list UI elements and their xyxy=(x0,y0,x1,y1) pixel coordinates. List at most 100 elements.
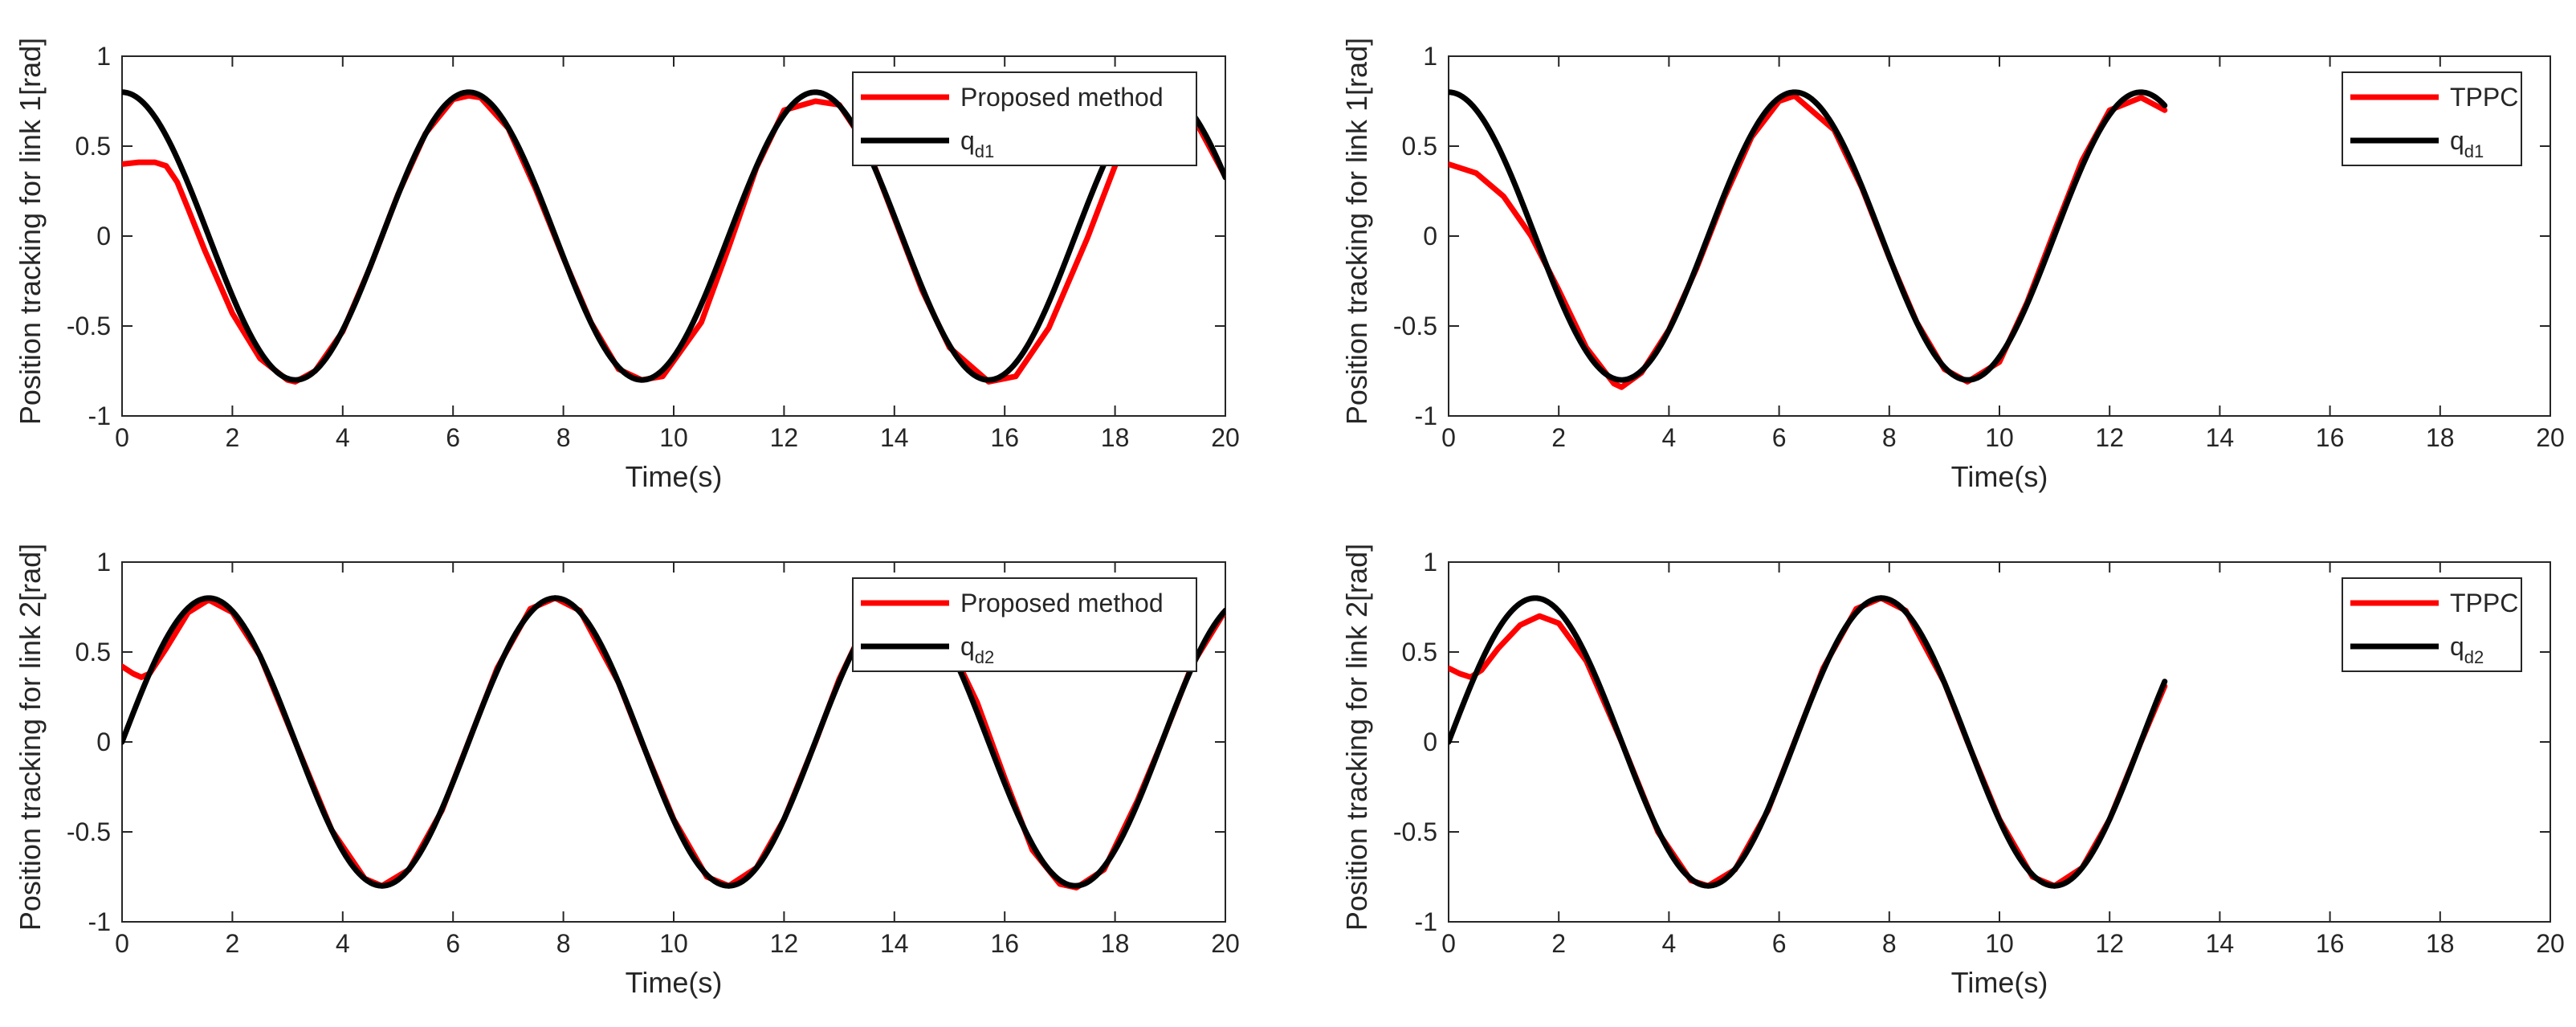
legend-box xyxy=(2342,71,2522,166)
y-tick-label: 1 xyxy=(1423,548,1437,577)
y-axis-label: Position tracking for link 1[rad] xyxy=(14,38,47,425)
series-group xyxy=(122,89,1225,385)
series-group xyxy=(1449,595,2168,889)
x-tick-label: 20 xyxy=(2536,423,2565,452)
y-tick-label: -0.5 xyxy=(1393,817,1437,846)
x-axis-label: Time(s) xyxy=(1951,460,2048,493)
x-tick-label: 10 xyxy=(659,929,688,958)
legend: TPPC qd2 xyxy=(2342,577,2522,672)
y-tick-label: 0.5 xyxy=(75,132,111,161)
y-axis-label: Position tracking for link 2[rad] xyxy=(14,544,47,931)
y-tick-label: -1 xyxy=(1415,907,1437,936)
chart-panel-bottom-left: 0 2 4 6 8 10 12 14 16 18 20 -1 -0.5 0 0.5 1 Time(s) Posit… xyxy=(14,544,1240,999)
x-tick-label: 0 xyxy=(1441,423,1456,452)
legend-entry-main: q xyxy=(960,632,975,661)
legend-entry-main: TPPC xyxy=(2450,83,2518,112)
x-tick-label: 16 xyxy=(990,423,1019,452)
x-tick-label: 12 xyxy=(770,423,799,452)
x-tick-label: 8 xyxy=(1882,929,1897,958)
legend-entry-main: Proposed method xyxy=(960,589,1164,617)
y-tick-label: 0.5 xyxy=(75,638,111,666)
x-tick-label: 4 xyxy=(1662,929,1677,958)
y-tick-label: -0.5 xyxy=(67,817,111,846)
y-tick-label: -1 xyxy=(88,401,111,430)
x-tick-label: 6 xyxy=(1772,929,1787,958)
x-tick-label: 6 xyxy=(446,423,460,452)
chart-panel-top-left: 0 2 4 6 8 10 12 14 16 18 20 -1 -0.5 0 0.5 1 Time(s) Posit… xyxy=(14,38,1240,493)
series-line-q-d1 xyxy=(1449,89,2168,383)
x-tick-label: 10 xyxy=(659,423,688,452)
y-tick-label: 0 xyxy=(96,727,111,756)
series-line-q-d2 xyxy=(122,595,1225,889)
legend-box xyxy=(852,577,1197,672)
x-tick-label: 16 xyxy=(2316,423,2345,452)
x-axis-label: Time(s) xyxy=(626,966,723,999)
legend: Proposed method qd2 xyxy=(852,577,1197,672)
x-tick-label: 16 xyxy=(2316,929,2345,958)
x-tick-label: 4 xyxy=(336,929,350,958)
legend-entry-label: TPPC xyxy=(2450,589,2518,617)
y-axis-label: Position tracking for link 2[rad] xyxy=(1340,544,1373,931)
legend-entry-label: qd2 xyxy=(960,632,994,667)
x-tick-label: 6 xyxy=(1772,423,1787,452)
x-tick-label: 8 xyxy=(1882,423,1897,452)
legend-entry-subscript: d2 xyxy=(975,647,994,667)
legend: Proposed method qd1 xyxy=(852,71,1197,166)
y-tick-label: -1 xyxy=(1415,401,1437,430)
x-tick-label: 12 xyxy=(2095,929,2124,958)
y-tick-label: 0.5 xyxy=(1402,132,1437,161)
y-tick-label: 0 xyxy=(96,222,111,251)
legend-entry-label: qd1 xyxy=(2450,126,2484,161)
series-group xyxy=(1449,89,2168,390)
x-tick-label: 8 xyxy=(556,423,571,452)
x-tick-label: 20 xyxy=(2536,929,2565,958)
x-tick-label: 14 xyxy=(880,929,909,958)
legend-entry-subscript: d2 xyxy=(2464,647,2484,667)
legend-entry-subscript: d1 xyxy=(975,141,994,161)
x-tick-label: 2 xyxy=(1551,423,1566,452)
x-tick-label: 14 xyxy=(2206,423,2235,452)
legend-entry-label: qd2 xyxy=(2450,632,2484,667)
x-tick-label: 0 xyxy=(1441,929,1456,958)
series-group xyxy=(122,595,1225,890)
x-tick-label: 14 xyxy=(880,423,909,452)
x-tick-label: 0 xyxy=(115,929,129,958)
chart-panel-top-right: 0 2 4 6 8 10 12 14 16 18 20 -1 -0.5 0 0.5 1 Time(s) Posit… xyxy=(1340,38,2565,493)
legend-entry-subscript: d1 xyxy=(2464,141,2484,161)
x-tick-label: 10 xyxy=(1985,929,2014,958)
legend-box xyxy=(852,71,1197,166)
y-tick-label: 1 xyxy=(1423,42,1437,71)
legend-entry-main: Proposed method xyxy=(960,83,1164,112)
y-tick-label: 0 xyxy=(1423,222,1437,251)
x-axis-label: Time(s) xyxy=(626,460,723,493)
x-tick-label: 10 xyxy=(1985,423,2014,452)
chart-panel-bottom-right: 0 2 4 6 8 10 12 14 16 18 20 -1 -0.5 0 0.5 1 Time(s) Posit… xyxy=(1340,544,2565,999)
x-tick-label: 20 xyxy=(1211,423,1240,452)
series-line-q-d2 xyxy=(1449,595,2168,889)
y-axis-label: Position tracking for link 1[rad] xyxy=(1340,38,1373,425)
x-tick-label: 2 xyxy=(1551,929,1566,958)
y-tick-label: 1 xyxy=(96,548,111,577)
y-tick-label: 1 xyxy=(96,42,111,71)
y-tick-label: 0 xyxy=(1423,727,1437,756)
x-tick-label: 16 xyxy=(990,929,1019,958)
legend-entry-label: Proposed method xyxy=(960,589,1164,617)
series-line-q-d1 xyxy=(122,89,1225,383)
x-tick-label: 18 xyxy=(1101,929,1130,958)
x-tick-label: 2 xyxy=(226,929,240,958)
legend-entry-main: q xyxy=(960,126,975,155)
x-tick-label: 6 xyxy=(446,929,460,958)
x-tick-label: 8 xyxy=(556,929,571,958)
legend-entry-main: q xyxy=(2450,632,2464,661)
y-tick-label: -0.5 xyxy=(67,312,111,340)
x-tick-label: 2 xyxy=(226,423,240,452)
legend-box xyxy=(2342,577,2522,672)
x-tick-label: 18 xyxy=(2426,423,2455,452)
x-tick-label: 4 xyxy=(1662,423,1677,452)
y-tick-label: -1 xyxy=(88,907,111,936)
legend-entry-label: Proposed method xyxy=(960,83,1164,112)
x-axis-label: Time(s) xyxy=(1951,966,2048,999)
y-tick-label: -0.5 xyxy=(1393,312,1437,340)
x-tick-label: 12 xyxy=(770,929,799,958)
